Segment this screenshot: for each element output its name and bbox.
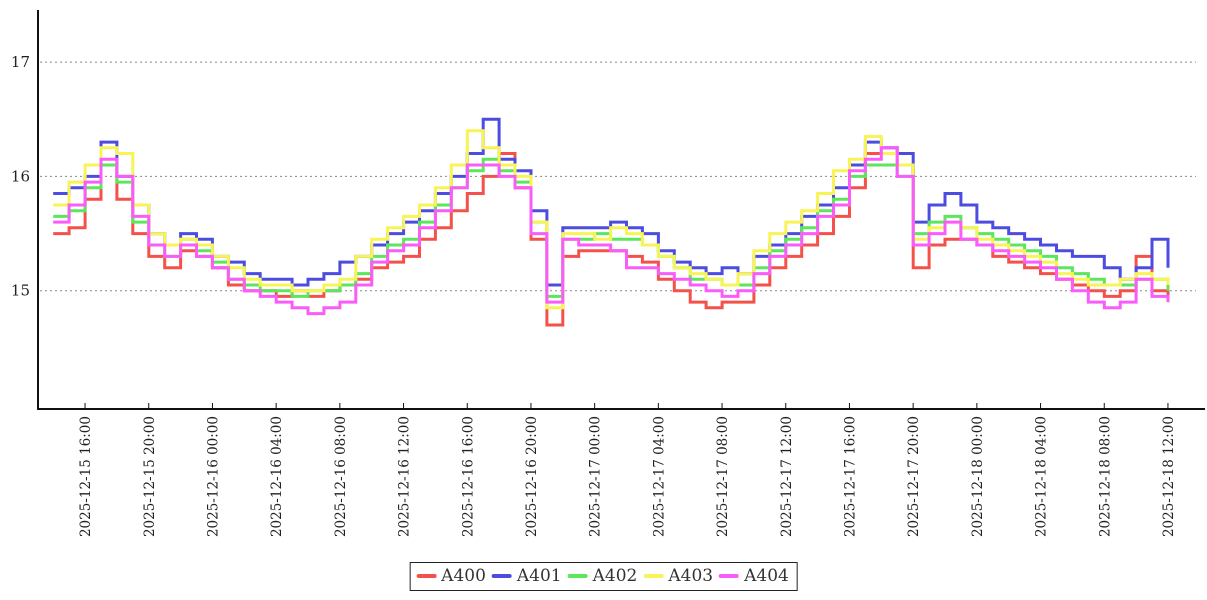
x-tick-label: 2025-12-18 12:00 — [1161, 416, 1177, 537]
series-line-a403 — [53, 129, 1170, 310]
x-tick-label: 2025-12-16 04:00 — [269, 416, 285, 537]
x-tick-label: 2025-12-18 08:00 — [1097, 416, 1113, 537]
y-tick-label: 15 — [11, 282, 30, 300]
x-tick-label: 2025-12-16 08:00 — [333, 416, 349, 537]
x-tick-label: 2025-12-16 12:00 — [397, 416, 413, 537]
x-tick-label: 2025-12-18 04:00 — [1034, 416, 1050, 537]
legend-label-a402: A402 — [592, 566, 638, 586]
x-tick-label: 2025-12-17 04:00 — [651, 416, 667, 537]
x-tick-label: 2025-12-17 20:00 — [906, 416, 922, 537]
x-tick-label: 2025-12-16 16:00 — [460, 416, 476, 537]
series-line-a404 — [53, 146, 1170, 316]
legend-label-a401: A401 — [516, 566, 562, 586]
legend-item-a404: A404 — [719, 566, 789, 586]
legend-item-a402: A402 — [567, 566, 638, 586]
x-tick-label: 2025-12-17 12:00 — [779, 416, 795, 537]
x-tick-label: 2025-12-16 20:00 — [524, 416, 540, 537]
legend-swatch-a402 — [567, 574, 588, 578]
legend-swatch-a401 — [491, 574, 512, 578]
legend-item-a400: A400 — [416, 566, 486, 586]
legend-item-a401: A401 — [491, 566, 562, 586]
x-tick-label: 2025-12-16 00:00 — [205, 416, 221, 537]
x-tick-label: 2025-12-17 08:00 — [715, 416, 731, 537]
x-tick-label: 2025-12-15 20:00 — [142, 416, 158, 537]
x-tick-label: 2025-12-17 16:00 — [842, 416, 858, 537]
legend-swatch-a404 — [719, 574, 740, 578]
x-tick-label: 2025-12-15 16:00 — [78, 416, 94, 537]
legend-label-a404: A404 — [744, 566, 789, 586]
legend-item-a403: A403 — [643, 566, 713, 586]
y-tick-label: 16 — [11, 167, 30, 185]
series-line-a401 — [53, 117, 1170, 287]
x-tick-label: 2025-12-17 00:00 — [588, 416, 604, 537]
legend-swatch-a403 — [643, 574, 664, 578]
legend-label-a403: A403 — [668, 566, 714, 586]
legend-label-a400: A400 — [441, 566, 486, 586]
legend-swatch-a400 — [416, 574, 437, 578]
chart-legend: A400 A401 A402 A403 A404 — [409, 562, 798, 591]
x-tick-label: 2025-12-18 00:00 — [970, 416, 986, 537]
y-tick-label: 17 — [11, 53, 30, 71]
